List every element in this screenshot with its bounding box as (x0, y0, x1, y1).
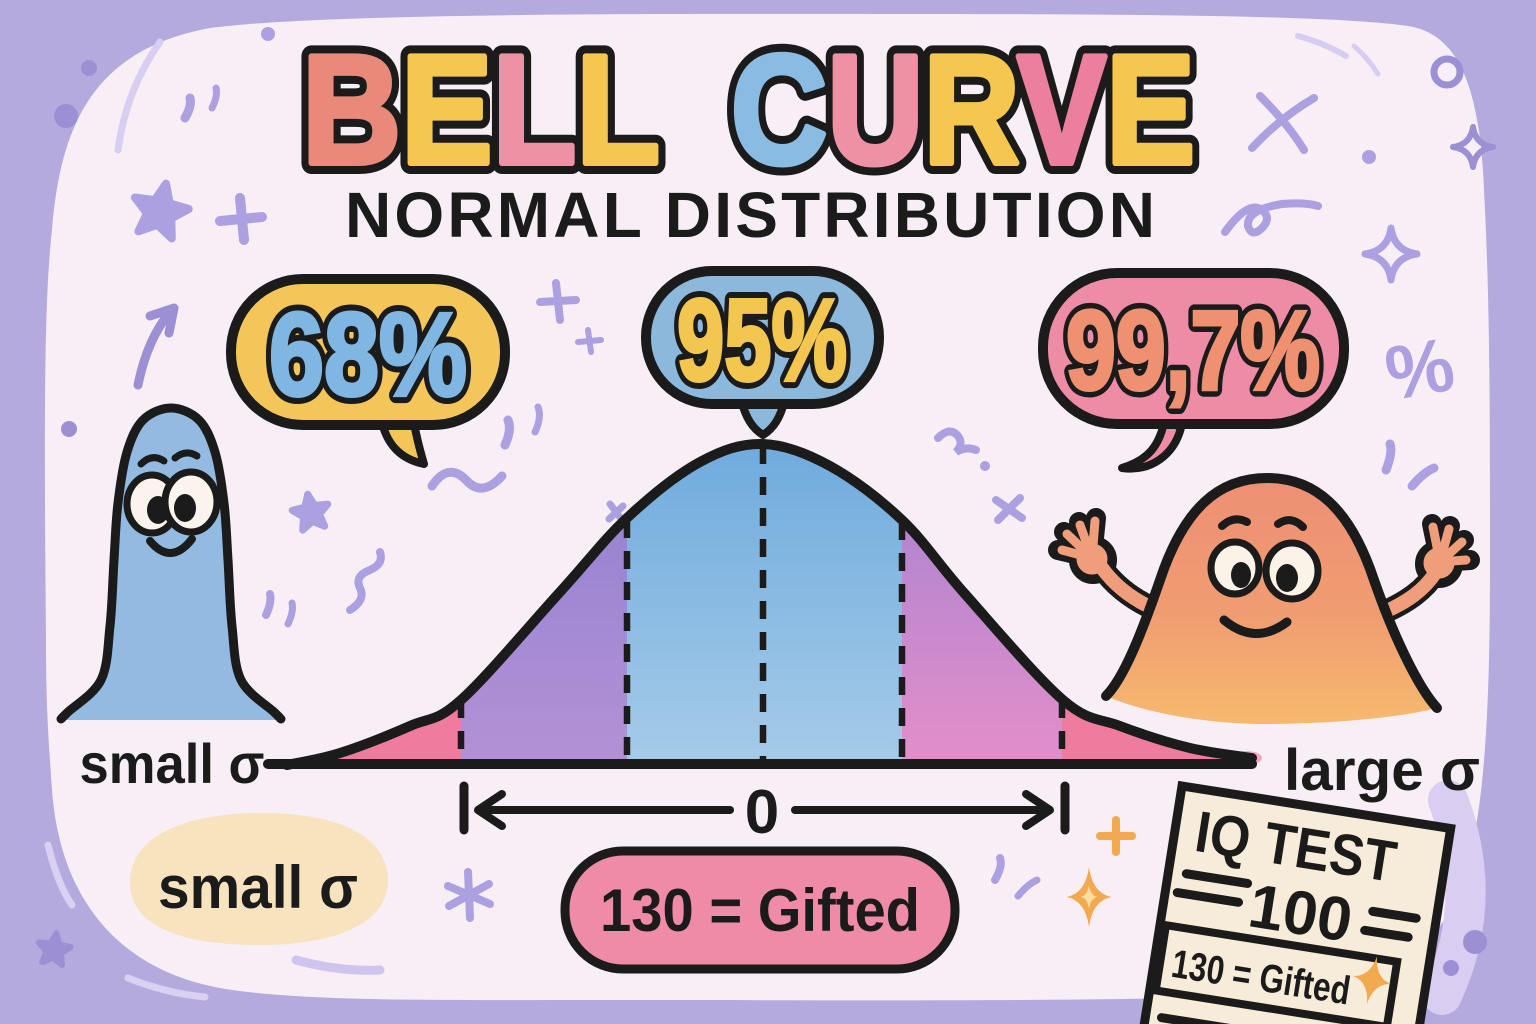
svg-text:BELL: BELL (302, 23, 660, 196)
svg-text:small σ: small σ (158, 854, 358, 921)
svg-text:BELL: BELL (302, 23, 660, 196)
svg-text:130 = Gifted: 130 = Gifted (600, 877, 920, 944)
svg-text:95%: 95% (677, 275, 847, 405)
svg-text:99,7%: 99,7% (1066, 288, 1320, 413)
svg-text:95%: 95% (677, 275, 847, 405)
svg-text:68%: 68% (269, 289, 467, 421)
svg-text:large σ: large σ (1284, 738, 1480, 803)
svg-text:small σ: small σ (80, 732, 265, 795)
svg-text:99,7%: 99,7% (1066, 288, 1320, 413)
svg-text:0: 0 (745, 778, 779, 847)
svg-text:68%: 68% (269, 289, 467, 421)
svg-text:NORMAL DISTRIBUTION: NORMAL DISTRIBUTION (345, 179, 1155, 251)
svg-text:%: % (1379, 322, 1460, 417)
svg-text:CURVE: CURVE (731, 23, 1195, 196)
svg-text:CURVE: CURVE (731, 23, 1195, 196)
